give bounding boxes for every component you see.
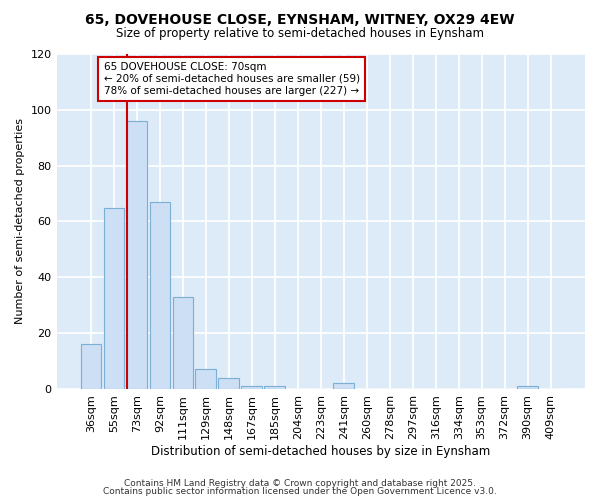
Bar xyxy=(127,121,147,389)
Text: 65, DOVEHOUSE CLOSE, EYNSHAM, WITNEY, OX29 4EW: 65, DOVEHOUSE CLOSE, EYNSHAM, WITNEY, OX… xyxy=(85,12,515,26)
Text: 65 DOVEHOUSE CLOSE: 70sqm
← 20% of semi-detached houses are smaller (59)
78% of : 65 DOVEHOUSE CLOSE: 70sqm ← 20% of semi-… xyxy=(104,62,359,96)
Bar xyxy=(173,297,193,389)
Bar xyxy=(334,384,354,389)
Bar xyxy=(196,370,216,389)
Bar xyxy=(218,378,239,389)
X-axis label: Distribution of semi-detached houses by size in Eynsham: Distribution of semi-detached houses by … xyxy=(151,444,490,458)
Text: Contains HM Land Registry data © Crown copyright and database right 2025.: Contains HM Land Registry data © Crown c… xyxy=(124,478,476,488)
Text: Size of property relative to semi-detached houses in Eynsham: Size of property relative to semi-detach… xyxy=(116,28,484,40)
Bar xyxy=(104,208,124,389)
Bar xyxy=(517,386,538,389)
Bar xyxy=(149,202,170,389)
Bar xyxy=(265,386,285,389)
Text: Contains public sector information licensed under the Open Government Licence v3: Contains public sector information licen… xyxy=(103,488,497,496)
Y-axis label: Number of semi-detached properties: Number of semi-detached properties xyxy=(15,118,25,324)
Bar xyxy=(241,386,262,389)
Bar xyxy=(80,344,101,389)
